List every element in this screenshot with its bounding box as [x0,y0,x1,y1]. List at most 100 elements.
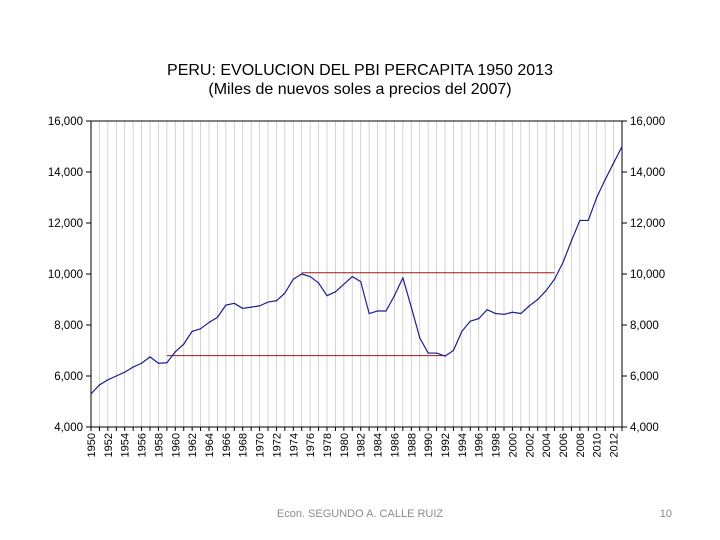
data-point [427,352,429,354]
x-tick-label: 2010 [592,433,604,457]
y-tick-label-left: 4,000 [54,422,83,434]
x-tick-label: 1996 [474,433,486,457]
chart-title: PERU: EVOLUCION DEL PBI PERCAPITA 1950 2… [167,62,553,79]
plot-frame [90,120,623,428]
data-point [520,312,522,315]
y-tick-label-right: 12,000 [630,218,665,230]
data-point [242,307,244,310]
data-point [132,366,134,368]
data-point [216,316,219,318]
data-point [183,343,185,345]
data-point [545,289,547,292]
data-point [419,337,421,339]
y-tick-label-right: 14,000 [630,167,665,179]
series-line [90,146,623,395]
footer-author: Econ. SEGUNDO A. CALLE RUIZ [276,508,444,520]
data-point [503,313,505,315]
data-point [98,384,101,386]
data-point [469,320,471,322]
data-point [402,277,404,279]
x-tick-label: 2002 [524,433,536,457]
y-tick-label-left: 14,000 [48,167,83,179]
y-tick-label-right: 16,000 [630,116,665,128]
data-point [478,318,480,320]
data-point [250,306,252,308]
data-point [376,310,379,312]
data-point [570,240,573,242]
data-point [452,349,455,352]
data-point [621,145,623,148]
data-point [317,282,320,284]
data-point [90,393,92,395]
y-tick-label-left: 16,000 [48,116,83,128]
x-tick-label: 1966 [221,433,233,457]
data-point [444,355,446,357]
x-tick-label: 1978 [322,433,334,457]
data-point [284,292,286,294]
data-point [309,275,311,278]
x-tick-label: 1958 [153,433,165,457]
data-point [107,379,109,381]
x-tick-label: 1952 [103,433,115,457]
data-point [393,295,396,297]
data-point [579,219,581,222]
data-point [435,352,438,354]
x-tick-label: 2012 [609,433,621,457]
x-tick-label: 1976 [305,433,317,457]
x-tick-label: 1970 [255,433,267,457]
data-point [385,310,387,312]
data-point [208,321,210,324]
x-tick-label: 1982 [356,433,368,457]
data-point [360,281,362,283]
data-point [528,305,530,307]
data-point [157,362,160,364]
data-point [461,330,463,332]
x-tick-label: 1956 [137,433,149,457]
data-point [225,304,227,306]
data-point [326,295,328,297]
x-tick-label: 1998 [491,433,503,457]
y-tick-label-left: 8,000 [54,320,83,332]
data-point [258,305,261,307]
data-point [537,298,539,301]
data-point [596,196,598,199]
data-point [191,330,193,332]
data-point [351,275,353,278]
x-tick-label: 1988 [406,433,418,457]
data-point [410,306,412,308]
y-tick-label-right: 4,000 [630,422,659,434]
data-point [149,356,151,358]
data-point [511,311,514,313]
data-point [368,312,370,315]
x-tick-label: 1974 [288,433,300,457]
data-point [612,162,615,164]
x-tick-label: 2008 [575,433,587,457]
data-point [267,301,269,303]
page-number: 10 [659,508,672,520]
x-tick-label: 1950 [86,433,98,457]
y-tick-label-right: 6,000 [630,371,659,383]
data-point [115,375,117,377]
data-point [124,371,126,373]
data-point [292,278,294,280]
x-tick-label: 1994 [457,433,469,457]
data-point [494,312,497,315]
x-tick-label: 1986 [389,433,401,457]
x-tick-label: 1990 [423,433,435,457]
data-point [334,291,337,293]
data-point [174,351,176,353]
data-point [562,261,564,264]
y-tick-label-left: 10,000 [48,269,83,281]
x-tick-label: 2006 [558,433,570,457]
data-point [275,300,278,302]
x-tick-label: 2004 [541,433,553,457]
x-tick-label: 1992 [440,433,452,457]
data-point [199,328,202,330]
y-tick-label-right: 10,000 [630,269,665,281]
data-point [140,362,143,364]
data-point [166,362,168,364]
x-tick-label: 1962 [187,433,199,457]
data-point [553,278,556,280]
y-tick-label-left: 12,000 [48,218,83,230]
